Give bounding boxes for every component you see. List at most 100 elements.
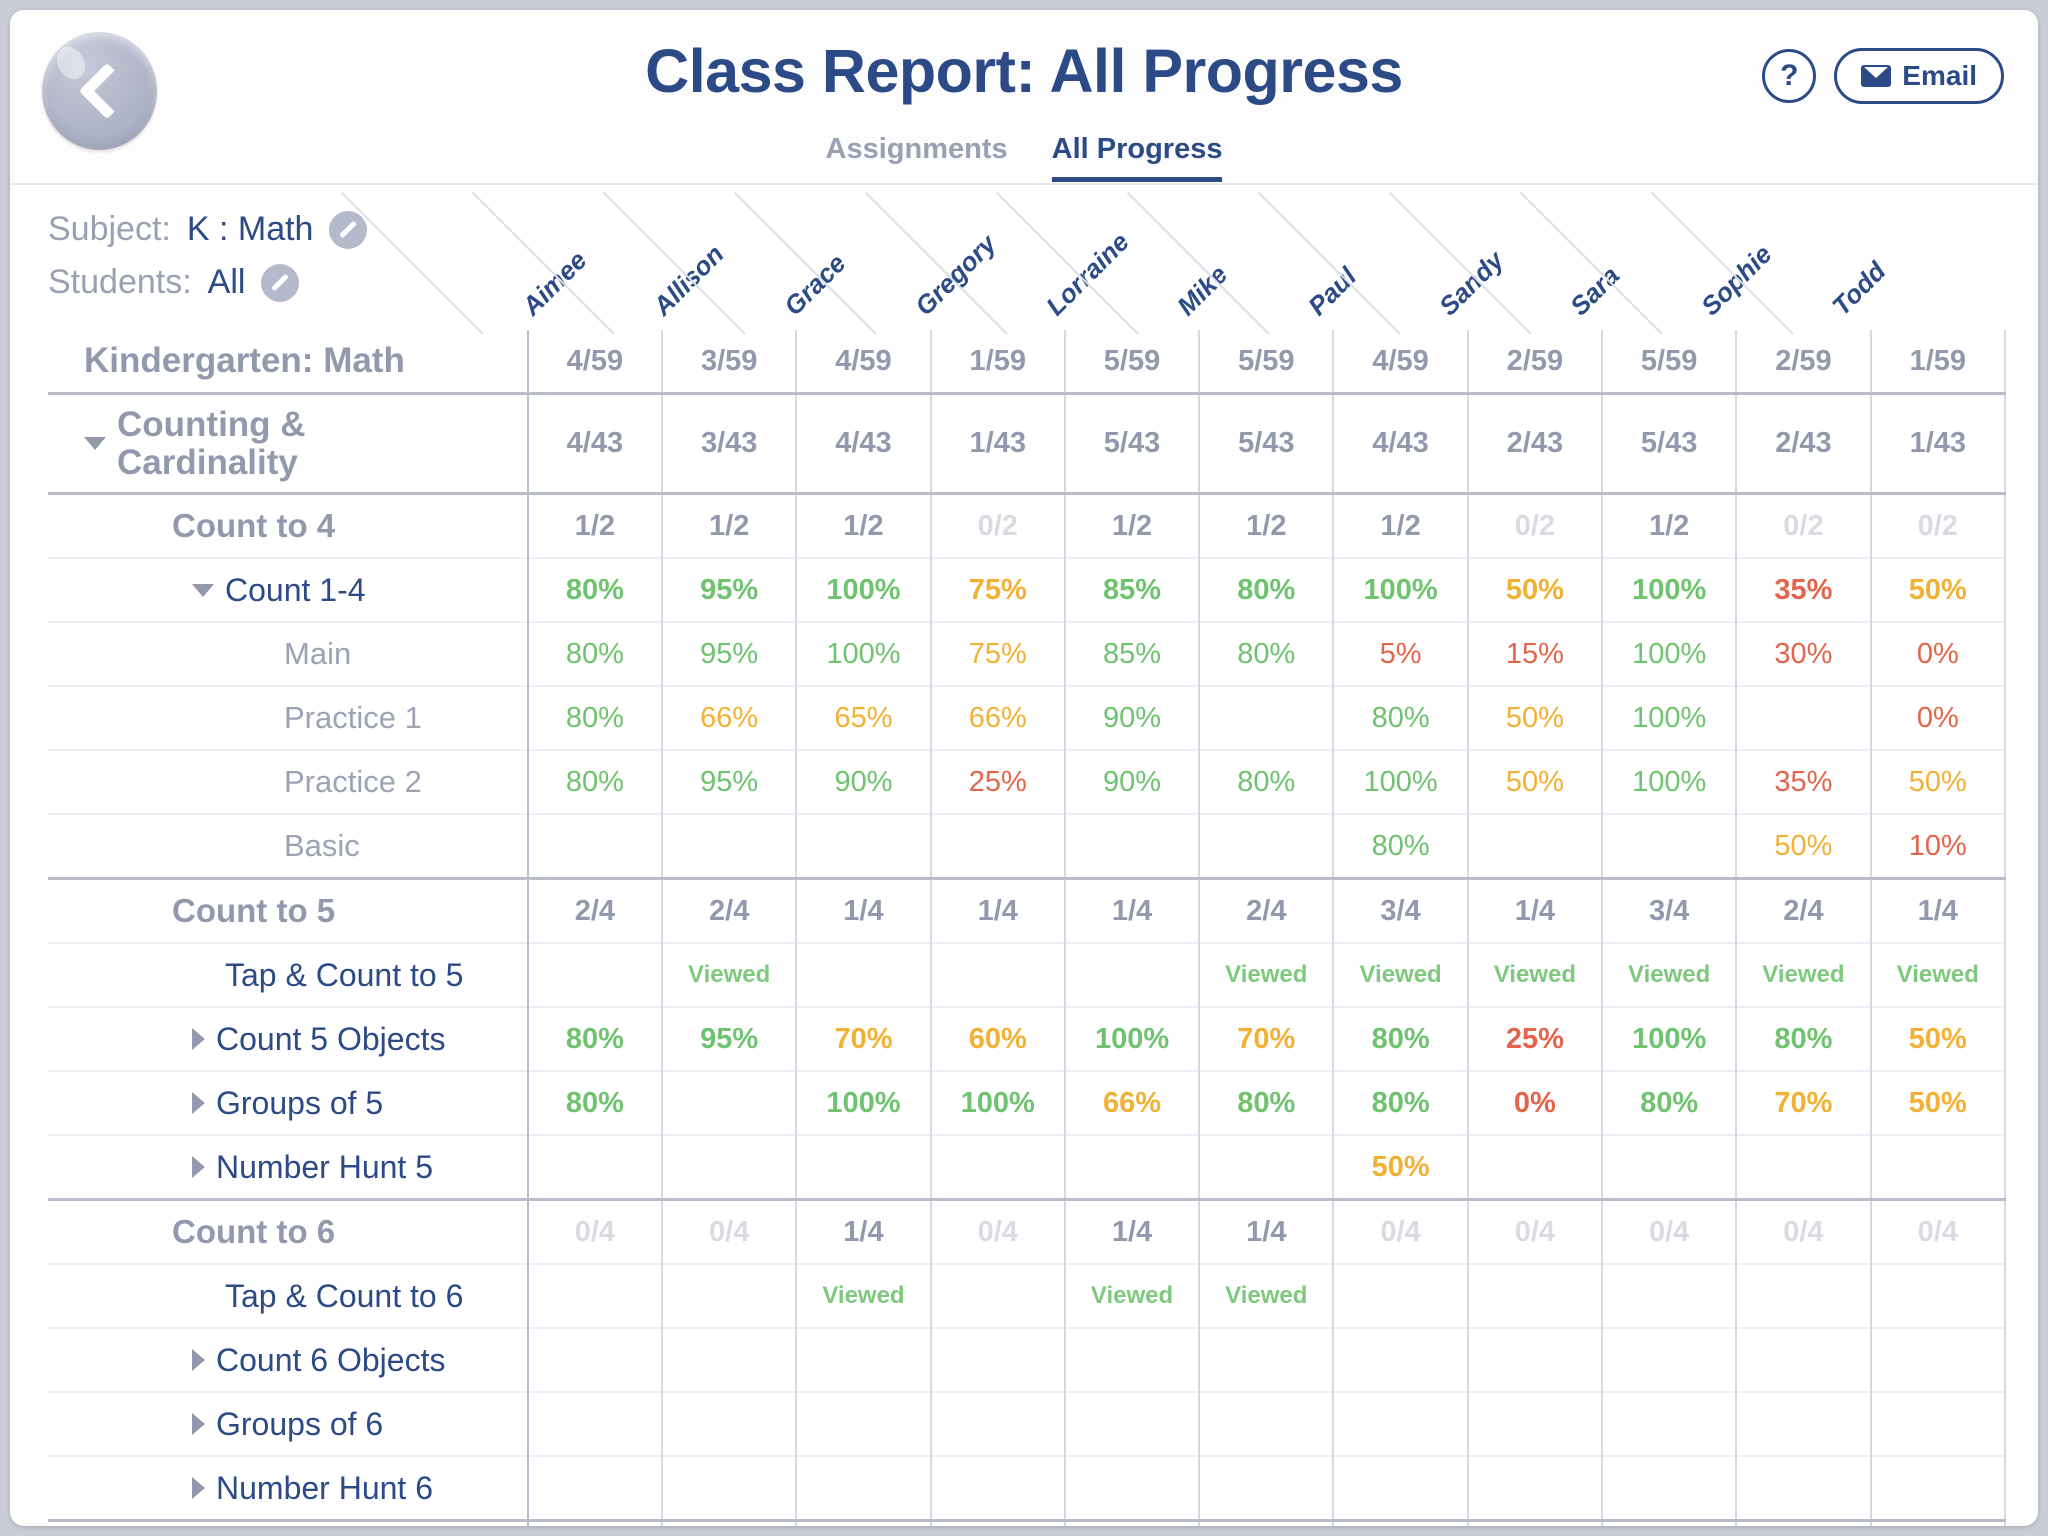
cell-count-1-4-gregory[interactable]: 75% [930, 557, 1066, 622]
cell-tap-count-to-5-mike[interactable]: Viewed [1199, 942, 1335, 1007]
cell-groups-of-5-allison[interactable] [662, 1070, 798, 1135]
cell-count-to-5-sophie[interactable]: 2/4 [1736, 877, 1872, 943]
student-header-todd[interactable]: Todd [1826, 190, 1957, 330]
cell-number-hunt-5-lorraine[interactable] [1064, 1134, 1201, 1200]
student-header-sara[interactable]: Sara [1564, 190, 1695, 330]
cell-count-1-4-basic-allison[interactable] [662, 813, 798, 879]
cell-number-hunt-6-lorraine[interactable] [1064, 1455, 1201, 1521]
cell-count-1-4-todd[interactable]: 50% [1870, 557, 2006, 622]
cell-count-to-4-aimee[interactable]: 1/2 [527, 492, 664, 558]
cell-count-5-objects-lorraine[interactable]: 100% [1064, 1006, 1201, 1071]
chevron-right-icon[interactable] [192, 1092, 205, 1114]
cell-tap-count-to-6-lorraine[interactable]: Viewed [1064, 1263, 1201, 1328]
cell-count-6-objects-paul[interactable] [1333, 1327, 1469, 1392]
row-label-cell-count-1-4-practice-2[interactable]: Practice 2 [48, 749, 529, 814]
cell-groups-of-6-sara[interactable] [1602, 1391, 1738, 1456]
cell-count-1-4-main-lorraine[interactable]: 85% [1064, 621, 1201, 686]
cell-count-to-7-mike[interactable]: 1/4 [1199, 1519, 1335, 1526]
cell-groups-of-6-todd[interactable] [1870, 1391, 2006, 1456]
chevron-down-icon[interactable] [192, 583, 214, 597]
table-row[interactable]: Tap & Count to 6 Viewed Viewed Viewed [48, 1263, 2006, 1328]
cell-kindergarten-math-mike[interactable]: 5/59 [1199, 330, 1335, 394]
cell-count-to-5-sara[interactable]: 3/4 [1602, 877, 1738, 943]
cell-count-5-objects-grace[interactable]: 70% [796, 1006, 932, 1071]
cell-count-1-4-practice-2-paul[interactable]: 100% [1333, 749, 1469, 814]
cell-kindergarten-math-sophie[interactable]: 2/59 [1736, 330, 1872, 394]
cell-count-1-4-main-mike[interactable]: 80% [1199, 621, 1335, 686]
chevron-right-icon[interactable] [192, 1028, 205, 1050]
cell-tap-count-to-6-mike[interactable]: Viewed [1199, 1263, 1335, 1328]
row-label-cell-count-1-4-basic[interactable]: Basic [48, 813, 529, 879]
cell-count-1-4-practice-2-sophie[interactable]: 35% [1736, 749, 1872, 814]
row-label-cell-number-hunt-6[interactable]: Number Hunt 6 [48, 1455, 529, 1521]
cell-number-hunt-5-todd[interactable] [1870, 1134, 2006, 1200]
student-header-aimee[interactable]: Aimee [516, 190, 647, 330]
student-header-grace[interactable]: Grace [778, 190, 909, 330]
cell-count-6-objects-mike[interactable] [1199, 1327, 1335, 1392]
cell-tap-count-to-5-sandy[interactable]: Viewed [1467, 942, 1604, 1007]
cell-groups-of-5-paul[interactable]: 80% [1333, 1070, 1469, 1135]
cell-count-1-4-practice-1-gregory[interactable]: 66% [930, 685, 1066, 750]
cell-number-hunt-5-grace[interactable] [796, 1134, 932, 1200]
cell-count-1-4-main-sophie[interactable]: 30% [1736, 621, 1872, 686]
table-row[interactable]: Counting & Cardinality 4/43 3/43 4/43 1/43 5/4… [48, 392, 2006, 494]
cell-count-6-objects-aimee[interactable] [527, 1327, 664, 1392]
cell-counting-cardinality-mike[interactable]: 5/43 [1199, 392, 1335, 494]
cell-count-to-6-mike[interactable]: 1/4 [1199, 1198, 1335, 1264]
cell-count-to-6-lorraine[interactable]: 1/4 [1064, 1198, 1201, 1264]
cell-number-hunt-5-paul[interactable]: 50% [1333, 1134, 1469, 1200]
cell-kindergarten-math-allison[interactable]: 3/59 [662, 330, 798, 394]
table-row[interactable]: Number Hunt 6 [48, 1455, 2006, 1521]
table-row[interactable]: Practice 2 80% 95% 90% 25% 90% 80% 100% 50% 100% 3… [48, 749, 2006, 814]
cell-count-1-4-practice-1-sara[interactable]: 100% [1602, 685, 1738, 750]
cell-count-to-5-todd[interactable]: 1/4 [1870, 877, 2006, 943]
cell-count-to-6-aimee[interactable]: 0/4 [527, 1198, 664, 1264]
cell-count-1-4-basic-todd[interactable]: 10% [1870, 813, 2006, 879]
chevron-down-icon[interactable] [84, 437, 106, 450]
cell-count-1-4-basic-gregory[interactable] [930, 813, 1066, 879]
cell-number-hunt-6-gregory[interactable] [930, 1455, 1066, 1521]
cell-count-1-4-basic-aimee[interactable] [527, 813, 664, 879]
cell-tap-count-to-6-sandy[interactable] [1467, 1263, 1604, 1328]
table-row[interactable]: Number Hunt 5 50% [48, 1134, 2006, 1200]
cell-count-to-5-grace[interactable]: 1/4 [796, 877, 932, 943]
cell-count-to-4-mike[interactable]: 1/2 [1199, 492, 1335, 558]
cell-count-to-6-sara[interactable]: 0/4 [1602, 1198, 1738, 1264]
cell-count-5-objects-paul[interactable]: 80% [1333, 1006, 1469, 1071]
cell-tap-count-to-5-allison[interactable]: Viewed [662, 942, 798, 1007]
cell-groups-of-6-allison[interactable] [662, 1391, 798, 1456]
row-label-cell-groups-of-6[interactable]: Groups of 6 [48, 1391, 529, 1456]
cell-number-hunt-6-grace[interactable] [796, 1455, 932, 1521]
cell-count-1-4-basic-sophie[interactable]: 50% [1736, 813, 1872, 879]
cell-count-to-4-todd[interactable]: 0/2 [1870, 492, 2006, 558]
table-row[interactable]: Tap & Count to 5 Viewed Viewed Viewed Viewed… [48, 942, 2006, 1007]
student-header-sandy[interactable]: Sandy [1433, 190, 1564, 330]
row-label-cell-count-to-5[interactable]: Count to 5 [48, 877, 529, 943]
cell-tap-count-to-5-sophie[interactable]: Viewed [1736, 942, 1872, 1007]
cell-count-to-5-allison[interactable]: 2/4 [662, 877, 798, 943]
cell-count-to-5-sandy[interactable]: 1/4 [1467, 877, 1604, 943]
cell-count-5-objects-gregory[interactable]: 60% [930, 1006, 1066, 1071]
cell-groups-of-6-paul[interactable] [1333, 1391, 1469, 1456]
cell-number-hunt-5-allison[interactable] [662, 1134, 798, 1200]
table-row[interactable]: Groups of 6 [48, 1391, 2006, 1456]
table-row[interactable]: Main 80% 95% 100% 75% 85% 80% 5% 15% 100% 30% 0% [48, 621, 2006, 686]
cell-number-hunt-5-gregory[interactable] [930, 1134, 1066, 1200]
cell-count-1-4-basic-mike[interactable] [1199, 813, 1335, 879]
cell-tap-count-to-6-grace[interactable]: Viewed [796, 1263, 932, 1328]
cell-count-5-objects-mike[interactable]: 70% [1199, 1006, 1335, 1071]
cell-tap-count-to-5-gregory[interactable] [930, 942, 1066, 1007]
help-button[interactable]: ? [1762, 49, 1817, 103]
cell-groups-of-6-aimee[interactable] [527, 1391, 664, 1456]
cell-number-hunt-5-sophie[interactable] [1736, 1134, 1872, 1200]
cell-count-1-4-basic-grace[interactable] [796, 813, 932, 879]
cell-count-1-4-sandy[interactable]: 50% [1467, 557, 1604, 622]
cell-number-hunt-6-sophie[interactable] [1736, 1455, 1872, 1521]
cell-count-6-objects-lorraine[interactable] [1064, 1327, 1201, 1392]
cell-count-to-6-gregory[interactable]: 0/4 [930, 1198, 1066, 1264]
cell-tap-count-to-5-todd[interactable]: Viewed [1870, 942, 2006, 1007]
cell-count-to-4-paul[interactable]: 1/2 [1333, 492, 1469, 558]
back-button[interactable] [42, 32, 157, 150]
cell-count-to-7-gregory[interactable]: 0/4 [930, 1519, 1066, 1526]
cell-number-hunt-6-allison[interactable] [662, 1455, 798, 1521]
